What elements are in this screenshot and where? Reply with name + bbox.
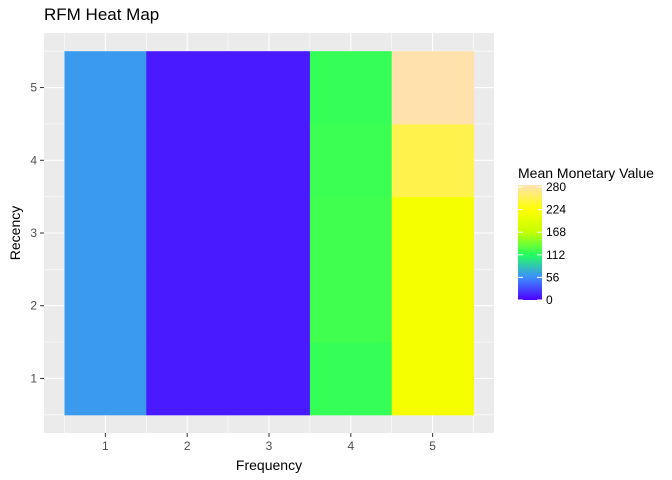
heatmap-cell — [228, 342, 311, 416]
legend-break-label: 280 — [546, 180, 566, 194]
heatmap-cell — [228, 123, 311, 198]
heatmap-cell — [146, 196, 229, 270]
y-tick-label: 1 — [30, 371, 37, 385]
x-axis-ticks: 1 2 3 4 5 — [102, 433, 436, 453]
y-tick-label: 5 — [30, 81, 37, 95]
heatmap-cell — [309, 269, 393, 343]
legend-break-label: 0 — [546, 293, 553, 307]
heatmap-cell — [309, 196, 393, 270]
x-tick-label: 1 — [102, 439, 109, 453]
heatmap-cell — [64, 123, 147, 198]
heatmap-cell — [309, 51, 393, 125]
y-tick-label: 3 — [30, 226, 37, 240]
heatmap-cell — [391, 196, 475, 270]
heatmap-cell — [228, 269, 311, 343]
heatmap-cell — [64, 196, 147, 270]
heatmap-cell — [64, 269, 147, 343]
y-axis-label: Recency — [7, 206, 23, 260]
legend-ticks: 0 56 112 168 224 280 — [518, 180, 566, 307]
heatmap-cell — [64, 51, 147, 125]
heatmap-cell — [309, 123, 393, 198]
y-tick-label: 2 — [30, 299, 37, 313]
heatmap-cell — [146, 123, 229, 198]
heatmap-cells — [64, 51, 475, 416]
legend-title: Mean Monetary Value — [518, 165, 654, 181]
y-tick-label: 4 — [30, 153, 37, 167]
heatmap-cell — [146, 342, 229, 416]
x-tick-label: 3 — [266, 439, 273, 453]
heatmap-cell — [228, 196, 311, 270]
x-tick-label: 4 — [347, 439, 354, 453]
heatmap-cell — [228, 51, 311, 125]
heatmap-cell — [391, 269, 475, 343]
legend-break-label: 56 — [546, 270, 560, 284]
legend: Mean Monetary Value 0 56 112 168 224 280 — [518, 165, 654, 307]
x-axis-label: Frequency — [236, 457, 302, 473]
heatmap-cell — [391, 123, 475, 198]
heatmap-cell — [146, 51, 229, 125]
chart-title: RFM Heat Map — [44, 5, 160, 24]
legend-break-label: 224 — [546, 203, 566, 217]
heatmap-cell — [391, 51, 475, 125]
heatmap-cell — [64, 342, 147, 416]
legend-break-label: 112 — [546, 248, 565, 262]
y-axis-ticks: 1 2 3 4 5 — [30, 81, 44, 385]
heatmap-cell — [391, 342, 475, 416]
legend-colorbar — [518, 185, 542, 300]
heatmap-cell — [309, 342, 393, 416]
x-tick-label: 5 — [429, 439, 436, 453]
heatmap-cell — [146, 269, 229, 343]
legend-break-label: 168 — [546, 225, 566, 239]
x-tick-label: 2 — [184, 439, 191, 453]
